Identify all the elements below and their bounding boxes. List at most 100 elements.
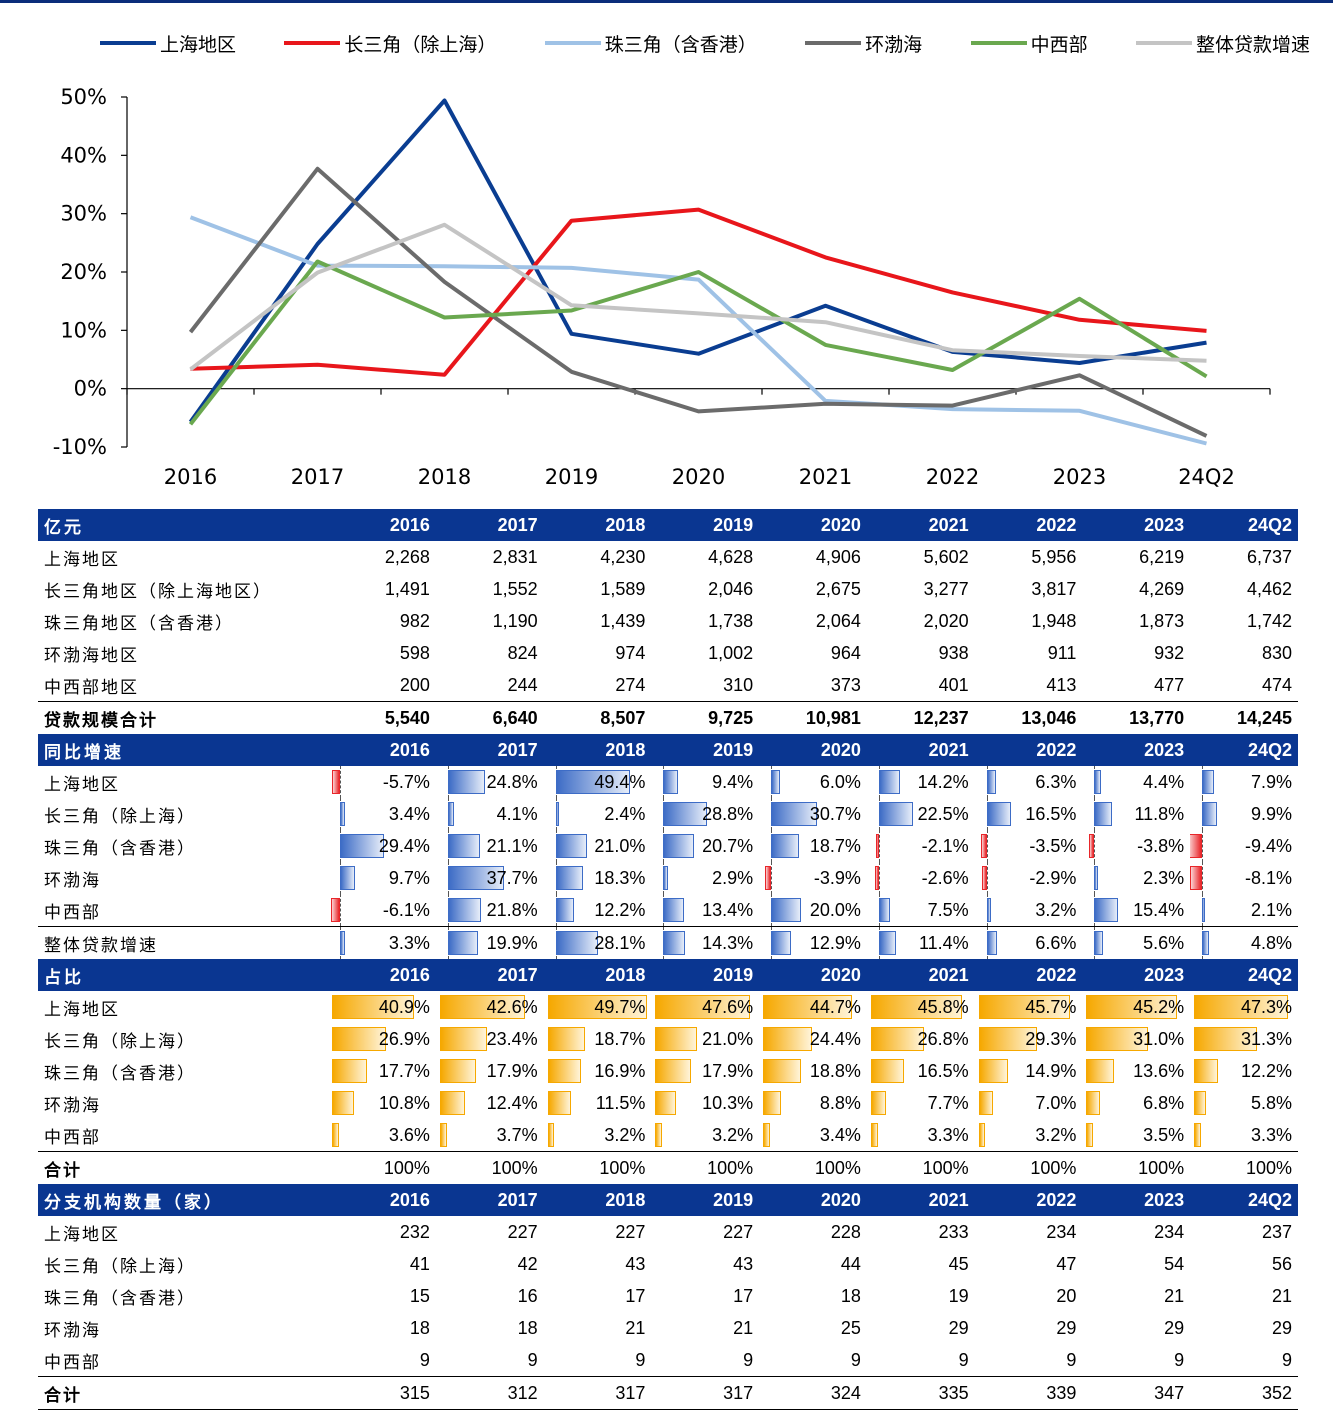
share-value: 31.0%	[1133, 1028, 1185, 1049]
row-value: 234	[1154, 1221, 1185, 1242]
header-year: 2017	[435, 959, 544, 991]
bar-axis	[340, 766, 342, 798]
share-bar	[439, 1123, 448, 1147]
growth-bar	[555, 931, 598, 955]
table-row: 中西部地区 200 244 274 310 373 401 413 477 474	[38, 669, 1298, 702]
growth-cell: 21.0%	[544, 830, 652, 862]
share-bar	[332, 995, 414, 1019]
header-year: 2023	[1082, 959, 1191, 991]
growth-bar	[447, 931, 478, 955]
row-value: 43	[625, 1253, 646, 1274]
share-value: 40.9%	[378, 996, 430, 1017]
x-tick-label: 2018	[418, 465, 471, 489]
row-value: 2,020	[923, 610, 969, 631]
bar-axis	[1094, 830, 1096, 862]
row-value: 9	[743, 1349, 754, 1370]
growth-value: 49.4%	[594, 771, 646, 792]
row-value: 9	[1174, 1349, 1185, 1370]
total-label: 贷款规模合计	[38, 701, 329, 734]
growth-bar	[982, 866, 987, 890]
growth-bar	[663, 931, 685, 955]
total-value: 347	[1082, 1376, 1191, 1410]
growth-cell: 4.4%	[1082, 766, 1190, 798]
share-bar	[547, 1091, 571, 1115]
share-cell: 3.4%	[759, 1119, 867, 1152]
legend-item-1: 长三角（除上海）	[284, 30, 496, 57]
growth-value: 21.1%	[486, 835, 538, 856]
growth-bar	[555, 866, 584, 890]
growth-cell: 4.8%	[1190, 926, 1298, 959]
growth-bar	[447, 898, 481, 922]
row-value: 9	[850, 1349, 861, 1370]
growth-cell: -3.5%	[975, 830, 1083, 862]
row-label: 中西部地区	[44, 677, 139, 698]
growth-cell: 12.9%	[759, 926, 867, 959]
legend-label: 珠三角（含香港）	[604, 33, 757, 56]
share-value: 18.8%	[809, 1060, 861, 1081]
x-tick-label: 2022	[926, 465, 979, 489]
share-cell: 17.9%	[651, 1055, 759, 1087]
growth-header: 同比增速 2016 2017 2018 2019 2020 2021 2022 2023 24Q2	[38, 734, 1298, 766]
share-cell: 44.7%	[759, 991, 867, 1023]
growth-value: 15.4%	[1133, 899, 1185, 920]
growth-value: 28.1%	[594, 932, 646, 953]
share-cell: 7.0%	[975, 1087, 1083, 1119]
total-row: 合计 315 312 317 317 324 335 339 347 352	[38, 1376, 1298, 1410]
share-bar	[439, 995, 525, 1019]
total-value: 8,507	[543, 701, 652, 734]
share-cell: 16.9%	[544, 1055, 652, 1087]
table-row: 环渤海 10.8% 12.4% 11.5% 10.3% 8.8% 7.7% 7.0% 6.8% 5…	[38, 1087, 1298, 1119]
growth-value: 21.0%	[594, 835, 646, 856]
total-value: 315	[328, 1376, 436, 1410]
row-value: 1,948	[1031, 610, 1077, 631]
row-value: 932	[1154, 642, 1185, 663]
total-value: 9,725	[651, 701, 760, 734]
growth-cell: 21.8%	[436, 894, 544, 927]
growth-cell: 49.4%	[544, 766, 652, 798]
row-label: 上海地区	[44, 549, 120, 570]
row-value: 1,552	[492, 578, 538, 599]
header-year: 2020	[759, 1184, 867, 1216]
share-value: 7.0%	[1035, 1092, 1077, 1113]
share-bar	[655, 1027, 698, 1051]
share-cell: 3.2%	[975, 1119, 1083, 1152]
share-cell: 17.9%	[436, 1055, 544, 1087]
share-bar	[547, 1027, 585, 1051]
branches-header: 分支机构数量（家） 2016 2017 2018 2019 2020 2021 2022 202…	[38, 1184, 1298, 1216]
share-cell: 13.6%	[1082, 1055, 1190, 1087]
header-year: 2023	[1082, 734, 1191, 766]
total-value: 317	[543, 1376, 652, 1410]
share-bar	[978, 1027, 1038, 1051]
row-value: 9	[958, 1349, 969, 1370]
table-row: 珠三角地区（含香港） 982 1,190 1,439 1,738 2,064 2,020 1,…	[38, 605, 1298, 637]
growth-cell: 29.4%	[328, 830, 436, 862]
legend-item-0: 上海地区	[100, 30, 236, 57]
growth-cell: 3.2%	[975, 894, 1083, 927]
growth-cell: 16.5%	[975, 798, 1083, 830]
share-cell: 45.2%	[1082, 991, 1190, 1023]
growth-bar	[447, 834, 480, 858]
row-value: 2,675	[815, 578, 861, 599]
y-tick-label: 40%	[60, 143, 107, 167]
share-bar	[439, 1091, 465, 1115]
row-label: 珠三角（含香港）	[44, 1063, 196, 1084]
share-cell: 14.9%	[975, 1055, 1083, 1087]
row-value: 227	[723, 1221, 754, 1242]
y-tick-label: 20%	[60, 260, 107, 284]
growth-bar	[555, 898, 574, 922]
bar-axis	[1202, 862, 1204, 894]
row-value: 4,906	[815, 546, 861, 567]
total-value: 13,046	[974, 701, 1083, 734]
row-value: 2,831	[492, 546, 538, 567]
growth-cell: 2.4%	[544, 798, 652, 830]
row-value: 598	[399, 642, 430, 663]
growth-cell: -5.7%	[328, 766, 436, 798]
growth-value: -2.1%	[921, 835, 969, 856]
growth-cell: 14.3%	[651, 926, 760, 959]
growth-cell: 11.8%	[1082, 798, 1190, 830]
growth-cell: 12.2%	[544, 894, 652, 927]
growth-value: 29.4%	[378, 835, 430, 856]
row-value: 21	[1164, 1285, 1185, 1306]
total-value: 13,770	[1082, 701, 1191, 734]
row-value: 227	[615, 1221, 646, 1242]
